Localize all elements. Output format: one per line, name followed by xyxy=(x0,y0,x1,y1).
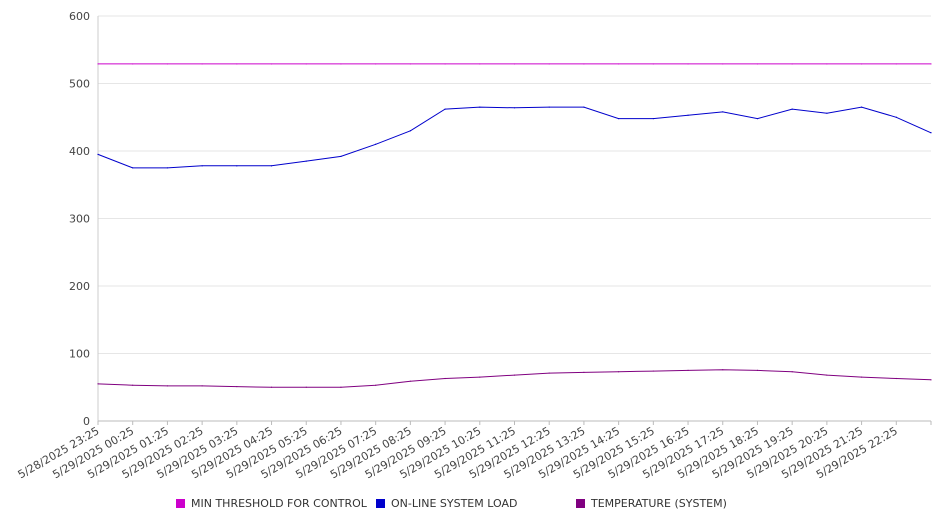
data-point xyxy=(756,369,759,371)
data-point xyxy=(826,112,828,114)
legend-swatch xyxy=(176,499,185,508)
legend: MIN THRESHOLD FOR CONTROL ON-LINE SYSTEM … xyxy=(0,497,946,515)
legend-label: TEMPERATURE (SYSTEM) xyxy=(591,497,727,510)
data-point xyxy=(583,106,585,108)
series-line-2 xyxy=(97,369,932,388)
data-point xyxy=(444,108,446,110)
data-point xyxy=(444,377,446,380)
data-point xyxy=(895,63,897,65)
data-point xyxy=(236,63,238,65)
data-point xyxy=(930,379,932,381)
data-point xyxy=(340,155,342,157)
data-point xyxy=(132,167,134,169)
data-point xyxy=(305,386,307,388)
legend-label: MIN THRESHOLD FOR CONTROL xyxy=(191,497,367,510)
data-point xyxy=(513,374,516,376)
y-tick-label: 0 xyxy=(83,415,90,428)
data-point xyxy=(513,63,516,65)
data-point xyxy=(201,63,203,65)
legend-item: MIN THRESHOLD FOR CONTROL xyxy=(176,497,367,510)
data-point xyxy=(479,63,481,65)
data-point xyxy=(97,63,99,65)
y-tick-label: 100 xyxy=(69,348,90,361)
legend-item: ON-LINE SYSTEM LOAD xyxy=(376,497,517,510)
data-point xyxy=(618,63,620,65)
data-point xyxy=(652,370,654,372)
data-point xyxy=(340,63,342,65)
data-point xyxy=(375,143,377,145)
data-point xyxy=(409,380,411,382)
data-point xyxy=(305,160,307,162)
data-point xyxy=(166,63,169,65)
data-point xyxy=(652,118,654,120)
data-point xyxy=(756,118,759,120)
data-point xyxy=(340,386,342,388)
series-lines xyxy=(97,63,932,388)
data-point xyxy=(583,63,585,65)
data-point xyxy=(860,63,863,65)
data-point xyxy=(270,386,273,388)
data-point xyxy=(548,106,550,108)
data-point xyxy=(409,63,411,65)
data-point xyxy=(791,63,793,65)
data-point xyxy=(548,63,550,65)
data-point xyxy=(895,377,897,380)
y-tick-label: 600 xyxy=(69,10,90,23)
data-point xyxy=(930,63,932,65)
data-point xyxy=(930,132,932,134)
data-point xyxy=(513,107,516,109)
data-point xyxy=(687,369,689,371)
data-point xyxy=(479,106,481,108)
data-point xyxy=(791,108,793,110)
data-point xyxy=(895,116,897,118)
data-point xyxy=(97,153,99,155)
data-point xyxy=(860,376,863,378)
data-point xyxy=(409,130,411,132)
data-point xyxy=(722,111,724,113)
series-line-1 xyxy=(97,106,932,169)
data-point xyxy=(722,63,724,65)
data-point xyxy=(270,165,273,167)
data-point xyxy=(166,385,169,387)
y-axis: 0 100 200 300 400 500 600 xyxy=(69,10,99,428)
data-point xyxy=(479,376,481,378)
data-point xyxy=(375,63,377,65)
data-point xyxy=(583,371,585,373)
data-point xyxy=(305,63,307,65)
data-point xyxy=(132,63,134,65)
data-point xyxy=(826,63,828,65)
data-point xyxy=(548,372,550,374)
data-point xyxy=(618,118,620,120)
data-point xyxy=(97,383,99,385)
legend-label: ON-LINE SYSTEM LOAD xyxy=(391,497,518,510)
y-tick-label: 400 xyxy=(69,145,90,158)
legend-swatch xyxy=(576,499,585,508)
data-point xyxy=(791,371,793,373)
x-axis: 5/28/2025 23:255/29/2025 00:255/29/2025 … xyxy=(16,420,932,481)
data-point xyxy=(444,63,446,65)
legend-item: TEMPERATURE (SYSTEM) xyxy=(576,497,727,510)
data-point xyxy=(375,384,377,386)
line-chart: 0 100 200 300 400 500 600 5/28/2025 23:255/29/… xyxy=(16,10,932,481)
data-point xyxy=(132,384,134,386)
data-point xyxy=(687,63,689,65)
y-tick-label: 500 xyxy=(69,78,90,91)
data-point xyxy=(236,385,238,388)
data-point xyxy=(201,385,203,387)
data-point xyxy=(270,63,273,65)
y-tick-label: 300 xyxy=(69,213,90,226)
data-point xyxy=(756,63,759,65)
data-point xyxy=(652,63,654,65)
data-point xyxy=(166,167,169,169)
y-tick-label: 200 xyxy=(69,280,90,293)
data-point xyxy=(826,374,828,376)
legend-swatch xyxy=(376,499,385,508)
data-point xyxy=(201,165,203,167)
data-point xyxy=(236,165,238,167)
data-point xyxy=(722,369,724,371)
data-point xyxy=(687,114,689,116)
data-point xyxy=(860,106,863,108)
data-point xyxy=(618,371,620,373)
grid-lines xyxy=(98,15,931,422)
